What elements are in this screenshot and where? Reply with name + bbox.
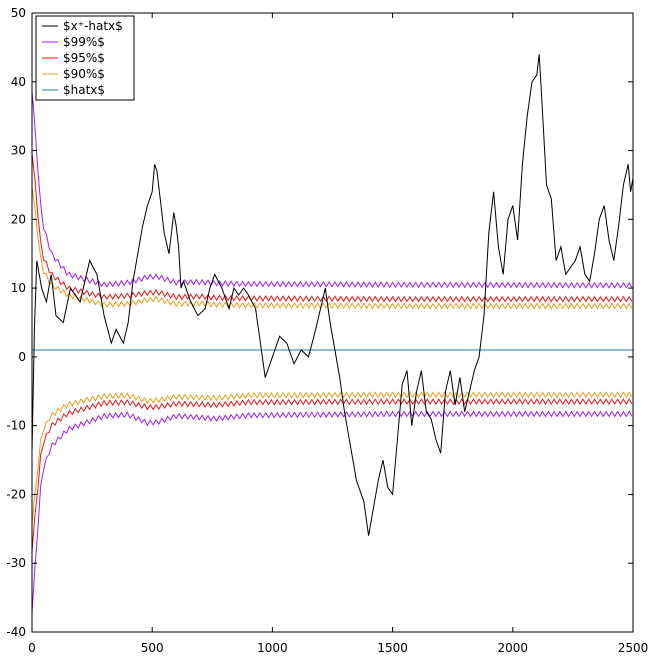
legend-label-1: $99%$ <box>63 35 105 49</box>
x-tick-label-0: 0 <box>28 641 36 655</box>
legend-label-2: $95%$ <box>63 51 105 65</box>
series-line-1-lower <box>31 410 633 614</box>
series-line-0 <box>31 54 634 536</box>
y-tick-label-7: 30 <box>11 144 26 158</box>
series-line-3-lower <box>31 391 633 525</box>
x-tick-label-1: 500 <box>141 641 164 655</box>
y-tick-label-9: 50 <box>11 6 26 20</box>
y-tick-label-0: -40 <box>6 625 26 639</box>
series-line-2-upper <box>31 152 633 303</box>
y-tick-label-5: 10 <box>11 281 26 295</box>
legend: $x⁺-hatx$ $99%$ $95%$ $90%$ $hatx$ <box>35 15 135 101</box>
y-tick-label-6: 20 <box>11 212 26 226</box>
plot-frame <box>31 12 634 633</box>
x-tick-label-4: 2000 <box>498 641 529 655</box>
legend-label-3: $90%$ <box>63 67 105 81</box>
x-tick-label-3: 1500 <box>377 641 408 655</box>
series-line-3-upper <box>31 187 633 310</box>
series-line-1-upper <box>31 91 633 289</box>
series-line-2-lower <box>31 398 633 552</box>
series-layer <box>31 54 634 614</box>
y-tick-label-3: -10 <box>6 419 26 433</box>
y-tick-label-4: 0 <box>18 350 26 364</box>
legend-label-0: $x⁺-hatx$ <box>63 19 123 33</box>
axes-layer: 0 500 1000 1500 2000 2500 -40 -30 -20 -10 0 10 20 30 4… <box>6 6 648 655</box>
y-tick-label-1: -30 <box>6 556 26 570</box>
x-tick-label-5: 2500 <box>618 641 649 655</box>
legend-label-4: $hatx$ <box>63 83 105 97</box>
y-tick-label-8: 40 <box>11 75 26 89</box>
y-tick-label-2: -20 <box>6 487 26 501</box>
x-tick-label-2: 1000 <box>257 641 288 655</box>
